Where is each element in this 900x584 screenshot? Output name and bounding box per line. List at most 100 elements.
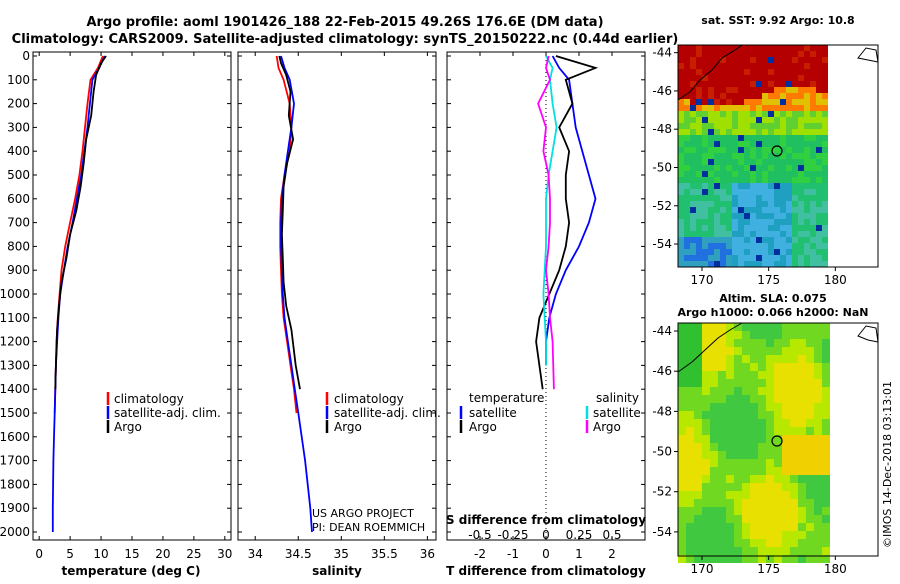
sst-pixel (774, 231, 780, 237)
lon-tick-label: 170 (691, 273, 714, 287)
sla-pixel (710, 523, 718, 531)
sst-pixel (678, 249, 684, 255)
sla-pixel (718, 483, 726, 491)
sst-pixel (684, 225, 690, 231)
x-tick-label: 1 (575, 547, 583, 561)
sst-pixel (714, 63, 720, 69)
sst-pixel (768, 225, 774, 231)
sst-pixel (822, 117, 828, 123)
sla-pixel (734, 419, 742, 427)
sla-pixel (726, 347, 734, 355)
sst-pixel (756, 195, 762, 201)
sla-pixel (758, 355, 766, 363)
sst-pixel (708, 81, 714, 87)
x-tick-label: -2 (474, 547, 486, 561)
sla-pixel (718, 467, 726, 475)
sst-pixel (678, 117, 684, 123)
sla-pixel (750, 427, 758, 435)
sst-pixel (774, 75, 780, 81)
sst-pixel (708, 57, 714, 63)
sla-pixel (806, 427, 814, 435)
sla-pixel (750, 371, 758, 379)
sla-pixel (742, 419, 750, 427)
sst-pixel (714, 129, 720, 135)
sla-pixel (766, 323, 774, 331)
sla-pixel (734, 363, 742, 371)
sla-pixel (766, 403, 774, 411)
sst-pixel (780, 69, 786, 75)
lon-tick-label: 180 (824, 273, 847, 287)
sla-pixel (798, 443, 806, 451)
sla-pixel (702, 459, 710, 467)
sla-pixel (686, 379, 694, 387)
sla-pixel (782, 379, 790, 387)
sst-pixel (804, 69, 810, 75)
sla-pixel (678, 507, 686, 515)
sst-pixel (798, 57, 804, 63)
sla-pixel (766, 443, 774, 451)
sst-pixel (696, 45, 702, 51)
sla-pixel (750, 379, 758, 387)
sst-pixel (684, 165, 690, 171)
lat-tick-label: -48 (652, 122, 672, 136)
sla-pixel (734, 475, 742, 483)
sst-pixel (774, 81, 780, 87)
sst-pixel (732, 207, 738, 213)
sla-pixel (782, 347, 790, 355)
sla-pixel (782, 547, 790, 555)
sla-pixel (718, 435, 726, 443)
sst-pixel (684, 75, 690, 81)
sst-pixel (678, 177, 684, 183)
sst-pixel (756, 255, 762, 261)
sst-pixel (744, 237, 750, 243)
sst-pixel (696, 57, 702, 63)
sst-pixel (798, 99, 804, 105)
sst-pixel (684, 69, 690, 75)
sst-pixel (714, 111, 720, 117)
sst-pixel (732, 237, 738, 243)
sst-pixel (816, 183, 822, 189)
sst-pixel (792, 105, 798, 111)
sst-pixel (732, 213, 738, 219)
sst-pixel (738, 153, 744, 159)
sst-pixel (678, 243, 684, 249)
sst-pixel (696, 51, 702, 57)
sst-pixel (780, 195, 786, 201)
sst-pixel (810, 93, 816, 99)
depth-tick-label: 1400 (0, 382, 30, 396)
sla-pixel (782, 339, 790, 347)
sla-pixel (790, 523, 798, 531)
sst-pixel (690, 129, 696, 135)
sst-pixel (690, 207, 696, 213)
sla-pixel (798, 515, 806, 523)
depth-tick-label: 700 (7, 216, 30, 230)
sst-pixel (822, 225, 828, 231)
sst-pixel (738, 99, 744, 105)
sst-pixel (750, 105, 756, 111)
sst-pixel (798, 213, 804, 219)
sst-pixel (780, 207, 786, 213)
lat-tick-label: -48 (652, 404, 672, 418)
sst-pixel (690, 159, 696, 165)
sst-pixel (750, 57, 756, 63)
sst-pixel (732, 45, 738, 51)
sst-pixel (810, 231, 816, 237)
sla-pixel (678, 323, 686, 331)
sst-pixel (702, 243, 708, 249)
sst-pixel (780, 87, 786, 93)
sla-pixel (686, 459, 694, 467)
x-tick-label: 25 (186, 547, 201, 561)
sla-pixel (798, 491, 806, 499)
sla-pixel (734, 467, 742, 475)
sla-pixel (766, 387, 774, 395)
sla-pixel (758, 339, 766, 347)
sla-pixel (790, 475, 798, 483)
sst-pixel (738, 63, 744, 69)
sla-pixel (790, 355, 798, 363)
sst-pixel (720, 105, 726, 111)
sla-pixel (790, 363, 798, 371)
sla-pixel (678, 467, 686, 475)
sst-pixel (786, 261, 792, 267)
sla-pixel (790, 371, 798, 379)
sst-pixel (756, 189, 762, 195)
